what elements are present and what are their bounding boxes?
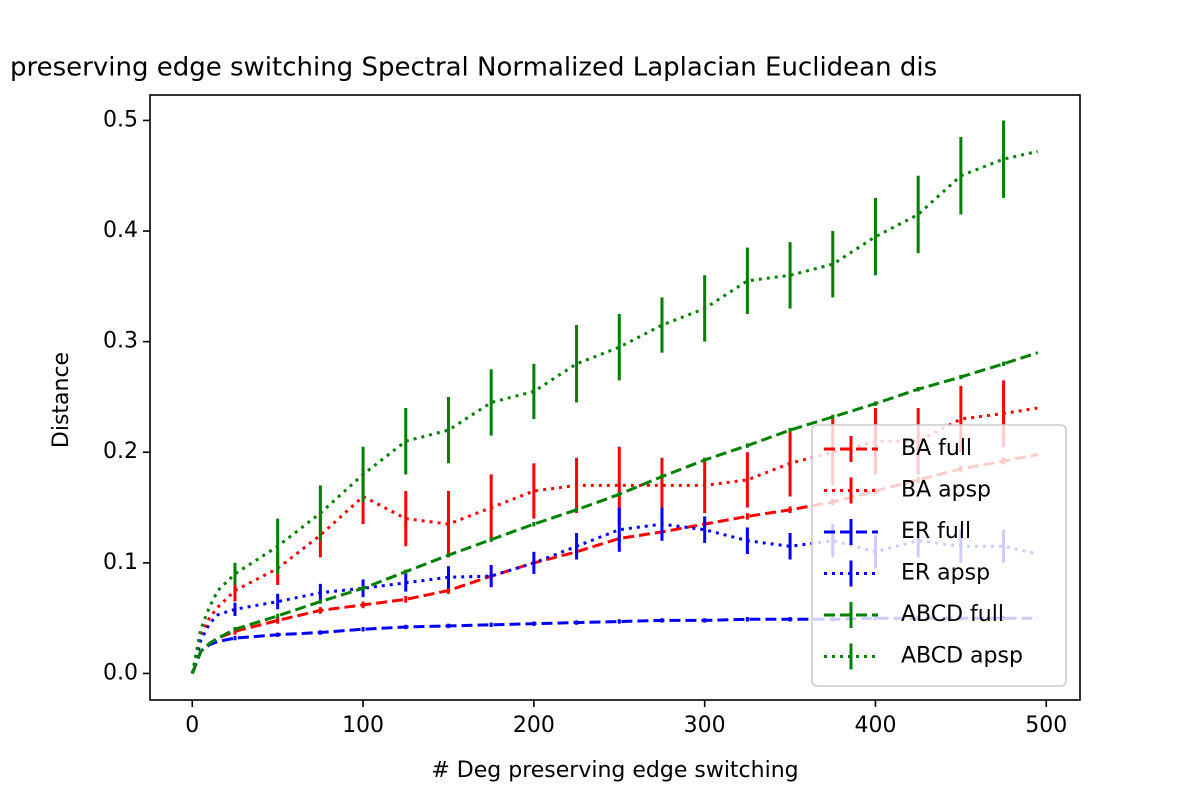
series-line — [190, 351, 1039, 675]
x-tick-label: 300 — [684, 713, 726, 738]
x-tick-label: 500 — [1025, 713, 1067, 738]
legend-label: ABCD full — [901, 602, 1004, 627]
y-tick-label: 0.2 — [103, 439, 138, 464]
legend-label: ABCD apsp — [901, 644, 1023, 669]
legend-label: ER full — [901, 519, 971, 544]
y-tick-label: 0.3 — [103, 329, 138, 354]
y-tick-label: 0.1 — [103, 550, 138, 575]
y-tick-label: 0.0 — [103, 660, 138, 685]
x-tick-label: 200 — [513, 713, 555, 738]
x-tick-label: 0 — [185, 713, 199, 738]
plot-frame — [149, 94, 1081, 701]
legend-label: BA apsp — [901, 478, 991, 503]
x-axis-label: # Deg preserving edge switching — [431, 758, 798, 783]
x-tick-label: 400 — [854, 713, 896, 738]
legend-box — [811, 424, 1067, 687]
legend-label: ER apsp — [901, 561, 990, 586]
y-axis-label: Distance — [49, 352, 74, 448]
y-tick-label: 0.4 — [103, 218, 138, 243]
legend-label: BA full — [901, 436, 972, 461]
y-tick-label: 0.5 — [103, 107, 138, 132]
chart-title: preserving edge switching Spectral Norma… — [10, 53, 937, 83]
x-tick-label: 100 — [342, 713, 384, 738]
